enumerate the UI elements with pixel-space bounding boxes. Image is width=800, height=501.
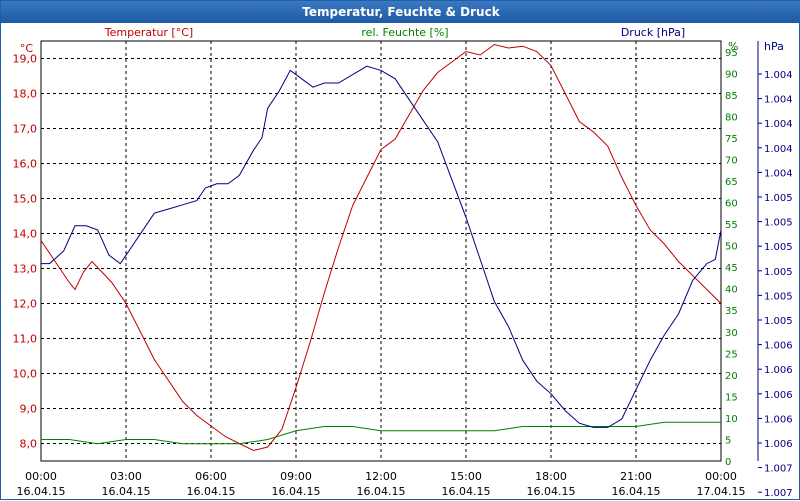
right-tick-label: 1.004 [764, 168, 793, 179]
left-tick-label: 19,0 [13, 53, 38, 66]
x-tick-time: 12:00 [365, 470, 397, 483]
mid-tick-label: 85 [725, 91, 738, 102]
series-line-druck [41, 65, 722, 428]
mid-tick-label: 10 [725, 414, 738, 425]
mid-tick-label: 0 [725, 457, 731, 468]
mid-tick-label: 65 [725, 177, 738, 188]
x-tick-date: 16.04.15 [187, 485, 236, 498]
x-tick-date: 16.04.15 [357, 485, 406, 498]
series-line-rel-feuchte [41, 421, 721, 445]
left-tick-label: 14,0 [13, 228, 38, 241]
x-tick-time: 18:00 [535, 470, 567, 483]
mid-tick-label: 95 [725, 48, 738, 59]
left-tick-label: 16,0 [13, 158, 38, 171]
x-tick-date: 16.04.15 [612, 485, 661, 498]
right-tick-label: 1.004 [764, 95, 793, 106]
right-tick-label: 1.006 [764, 439, 793, 450]
right-tick-label: 1.005 [764, 193, 793, 204]
right-axis-unit: hPa [764, 40, 784, 53]
x-tick-date: 16.04.15 [17, 485, 66, 498]
left-tick-label: 15,0 [13, 193, 38, 206]
mid-tick-label: 60 [725, 199, 738, 210]
x-tick-date: 16.04.15 [272, 485, 321, 498]
grid-lines [41, 41, 721, 461]
axis-layer: 00:00 16.04.15 03:00 16.04.15 06:00 16.04.15 0… [13, 26, 793, 499]
left-tick-label: 13,0 [13, 263, 38, 276]
right-tick-label: 1.005 [764, 267, 793, 278]
x-tick-date: 17.04.15 [697, 485, 746, 498]
right-tick-label: 1.005 [764, 316, 793, 327]
right-tick-label: 1.004 [764, 119, 793, 130]
series-line-temperatur [40, 43, 722, 452]
left-tick-label: 8,0 [20, 438, 38, 451]
right-tick-label: 1.004 [764, 144, 793, 155]
right-tick-label: 1.006 [764, 365, 793, 376]
right-tick-label: 1.005 [764, 242, 793, 253]
left-axis-unit: °C [20, 42, 34, 55]
mid-axis-label: rel. Feuchte [%] [361, 26, 448, 39]
x-tick-time: 21:00 [620, 470, 652, 483]
chart-title: Temperatur, Feuchte & Druck [1, 1, 800, 23]
left-tick-label: 17,0 [13, 123, 38, 136]
x-tick-time: 06:00 [195, 470, 227, 483]
left-tick-label: 12,0 [13, 298, 38, 311]
mid-tick-label: 55 [725, 220, 738, 231]
mid-tick-label: 15 [725, 392, 738, 403]
x-tick-time: 00:00 [705, 470, 737, 483]
x-tick-date: 16.04.15 [527, 485, 576, 498]
x-tick-date: 16.04.15 [442, 485, 491, 498]
right-tick-label: 1.005 [764, 291, 793, 302]
x-tick-time: 00:00 [25, 470, 57, 483]
mid-tick-label: 80 [725, 112, 738, 123]
mid-tick-label: 45 [725, 263, 738, 274]
right-tick-label: 1.007 [764, 464, 793, 475]
right-tick-label: 1.006 [764, 341, 793, 352]
right-tick-label: 1.006 [764, 414, 793, 425]
left-tick-label: 10,0 [13, 368, 38, 381]
mid-tick-label: 50 [725, 242, 738, 253]
right-tick-label: 1.007 [764, 488, 793, 499]
left-axis-label: Temperatur [°C] [104, 26, 193, 39]
mid-tick-label: 90 [725, 69, 738, 80]
x-tick-time: 09:00 [280, 470, 312, 483]
right-axis-label: Druck [hPa] [621, 26, 685, 39]
mid-axis-unit: % [728, 40, 738, 53]
left-tick-label: 18,0 [13, 88, 38, 101]
right-tick-label: 1.006 [764, 390, 793, 401]
mid-tick-label: 75 [725, 134, 738, 145]
right-tick-label: 1.005 [764, 218, 793, 229]
series-layer [40, 43, 722, 452]
right-tick-label: 1.004 [764, 70, 793, 81]
mid-tick-label: 25 [725, 349, 738, 360]
x-tick-time: 15:00 [450, 470, 482, 483]
mid-tick-label: 5 [725, 435, 731, 446]
mid-tick-label: 70 [725, 155, 738, 166]
mid-tick-label: 35 [725, 306, 738, 317]
x-tick-time: 03:00 [110, 470, 142, 483]
left-tick-label: 9,0 [20, 403, 38, 416]
mid-tick-label: 30 [725, 328, 738, 339]
left-tick-label: 11,0 [13, 333, 38, 346]
mid-tick-label: 40 [725, 285, 738, 296]
mid-tick-label: 20 [725, 371, 738, 382]
x-tick-date: 16.04.15 [102, 485, 151, 498]
